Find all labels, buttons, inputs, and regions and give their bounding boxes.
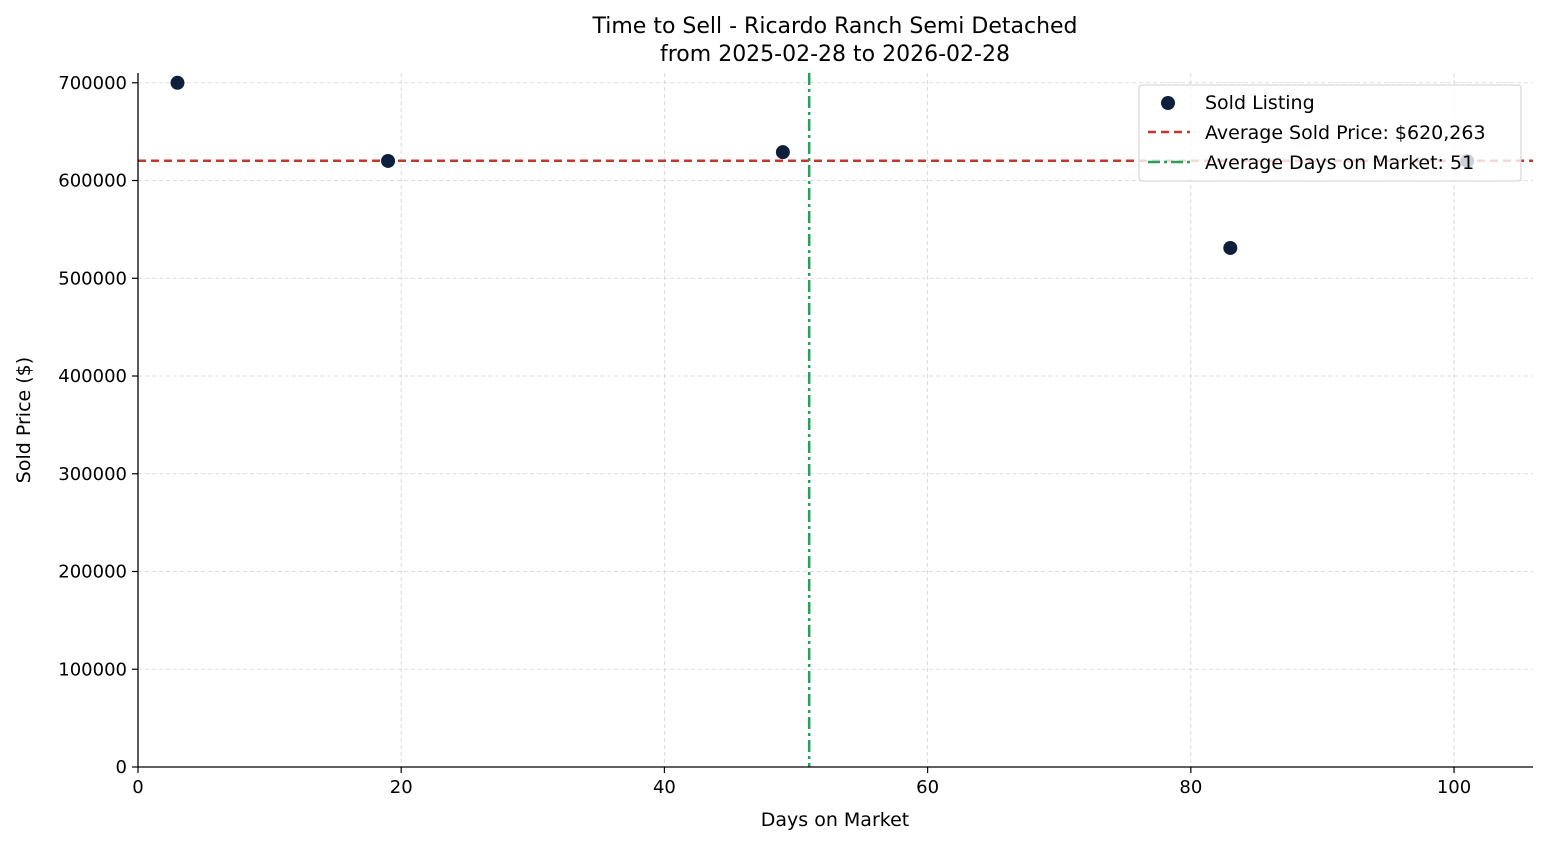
legend-label-average-price: Average Sold Price: $620,263 <box>1205 122 1486 144</box>
y-tick-label: 700000 <box>58 73 127 94</box>
axes-layer <box>137 73 1533 768</box>
ticks-layer: 0 20 40 60 80 100 0 100000 200000 300000 400000 500… <box>58 73 1471 798</box>
chart-subtitle: from 2025-02-28 to 2026-02-28 <box>660 42 1010 67</box>
legend: Sold Listing Average Sold Price: $620,26… <box>1138 84 1522 182</box>
legend-label-average-days: Average Days on Market: 51 <box>1205 152 1474 174</box>
sold-listing-point <box>170 75 185 90</box>
x-tick-label: 60 <box>916 777 939 798</box>
y-tick-label: 200000 <box>58 562 127 583</box>
x-tick-label: 20 <box>390 777 413 798</box>
y-tick-label: 0 <box>116 757 127 778</box>
sold-listing-point <box>1223 240 1238 255</box>
sold-listing-point <box>381 153 396 168</box>
x-tick-label: 0 <box>132 777 143 798</box>
sold-listing-point <box>775 145 790 160</box>
chart-title: Time to Sell - Ricardo Ranch Semi Detach… <box>591 14 1077 39</box>
x-tick-label: 100 <box>1437 777 1471 798</box>
legend-label-sold-listing: Sold Listing <box>1205 92 1315 114</box>
x-axis-label: Days on Market <box>761 809 909 831</box>
y-tick-label: 600000 <box>58 171 127 192</box>
y-axis-label: Sold Price ($) <box>13 357 35 483</box>
y-tick-label: 300000 <box>58 464 127 485</box>
legend-marker-sold-listing <box>1161 96 1175 110</box>
x-tick-label: 40 <box>653 777 676 798</box>
legend-box <box>1138 84 1522 182</box>
y-tick-label: 500000 <box>58 268 127 289</box>
y-tick-label: 400000 <box>58 366 127 387</box>
x-tick-label: 80 <box>1179 777 1202 798</box>
y-tick-label: 100000 <box>58 659 127 680</box>
